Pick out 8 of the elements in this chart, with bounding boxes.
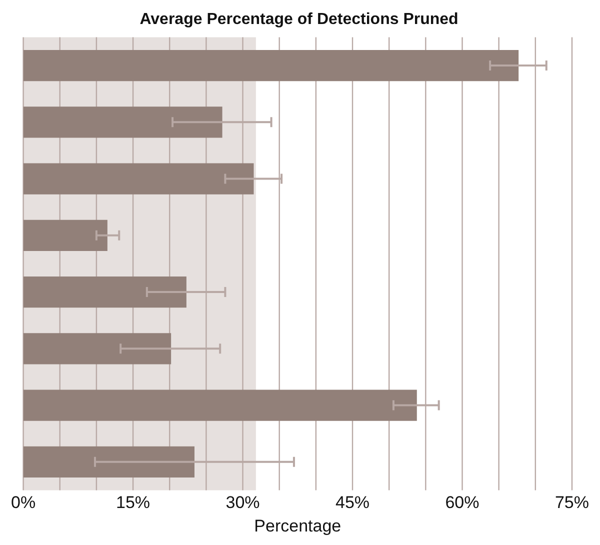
x-tick-label: 45% (335, 493, 370, 512)
x-tick-label: 15% (116, 493, 150, 512)
x-tick-label: 30% (226, 493, 260, 512)
x-tick-label: 75% (554, 493, 590, 512)
chart-title: Average Percentage of Detections Pruned (140, 11, 458, 28)
x-tick-label: 0% (10, 493, 36, 512)
x-tick-label: 60% (445, 493, 480, 512)
x-axis-title: Percentage (254, 516, 342, 536)
